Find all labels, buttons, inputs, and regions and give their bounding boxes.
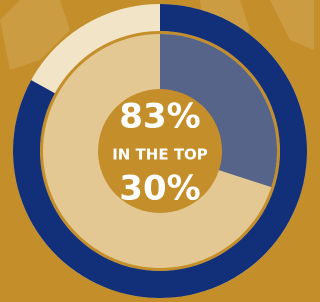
- caption: IN THE TOP: [112, 146, 208, 164]
- page: {"chart_data": {"type": "donut", "captio…: [0, 0, 314, 302]
- inner-value-label: 30%: [119, 169, 200, 209]
- chart: 83% IN THE TOP 30%: [0, 0, 314, 302]
- outer-value-label: 83%: [119, 97, 200, 137]
